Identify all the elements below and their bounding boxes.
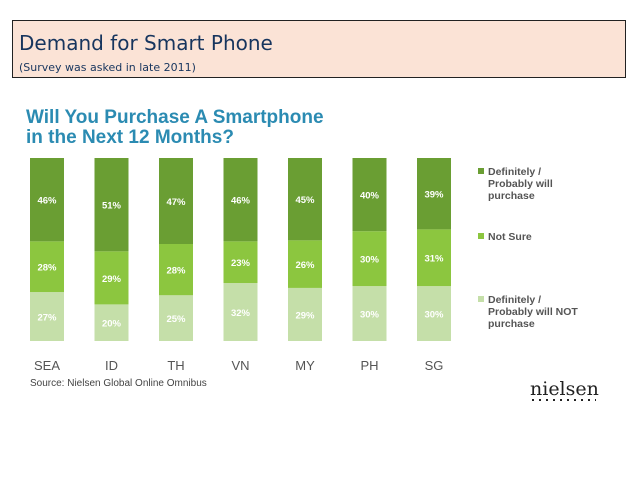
x-tick-label-id: ID	[105, 358, 118, 373]
logo-dots	[532, 399, 596, 401]
x-tick-label-my: MY	[295, 358, 315, 373]
legend-label-0-line-2: purchase	[488, 190, 535, 202]
data-label-id-series-1: 29%	[102, 274, 122, 285]
data-label-sea-series-1: 28%	[37, 263, 57, 274]
legend-swatch-0	[478, 168, 484, 174]
data-label-ph-series-0: 30%	[360, 310, 380, 321]
legend-label-2-line-1: Probably will NOT	[488, 306, 578, 318]
legend-swatch-2	[478, 296, 484, 302]
data-label-ph-series-2: 40%	[360, 191, 380, 202]
data-label-sg-series-1: 31%	[424, 254, 444, 265]
data-label-vn-series-0: 32%	[231, 308, 251, 319]
stacked-bar-chart: 27% 28% 46% SEA 20% 29% 51% ID 25% 28% 47% TH 32% 23%…	[0, 0, 638, 479]
data-label-sg-series-2: 39%	[424, 190, 444, 201]
data-label-th-series-1: 28%	[166, 266, 186, 277]
data-label-sea-series-2: 46%	[37, 196, 57, 207]
legend-label-0-line-1: Probably will	[488, 178, 553, 190]
legend-label-2-line-2: purchase	[488, 318, 535, 330]
data-label-sea-series-0: 27%	[37, 313, 57, 324]
x-tick-label-vn: VN	[231, 358, 249, 373]
data-label-ph-series-1: 30%	[360, 255, 380, 266]
data-label-th-series-0: 25%	[166, 314, 186, 325]
data-label-id-series-2: 51%	[102, 201, 122, 212]
data-label-vn-series-1: 23%	[231, 258, 251, 269]
legend-label-0-line-0: Definitely /	[488, 166, 541, 178]
data-label-my-series-0: 29%	[295, 310, 315, 321]
x-tick-label-sg: SG	[425, 358, 444, 373]
source-note: Source: Nielsen Global Online Omnibus	[30, 378, 207, 389]
legend-label-1-line-0: Not Sure	[488, 231, 532, 243]
data-label-vn-series-2: 46%	[231, 196, 251, 207]
data-label-id-series-0: 20%	[102, 319, 122, 330]
nielsen-logo: nielsen	[530, 378, 599, 400]
data-label-my-series-2: 45%	[295, 195, 315, 206]
x-tick-label-th: TH	[167, 358, 184, 373]
data-label-th-series-2: 47%	[166, 197, 186, 208]
data-label-my-series-1: 26%	[295, 260, 315, 271]
x-tick-label-sea: SEA	[34, 358, 60, 373]
x-tick-label-ph: PH	[360, 358, 378, 373]
legend-label-2-line-0: Definitely /	[488, 294, 541, 306]
legend-swatch-1	[478, 233, 484, 239]
data-label-sg-series-0: 30%	[424, 310, 444, 321]
